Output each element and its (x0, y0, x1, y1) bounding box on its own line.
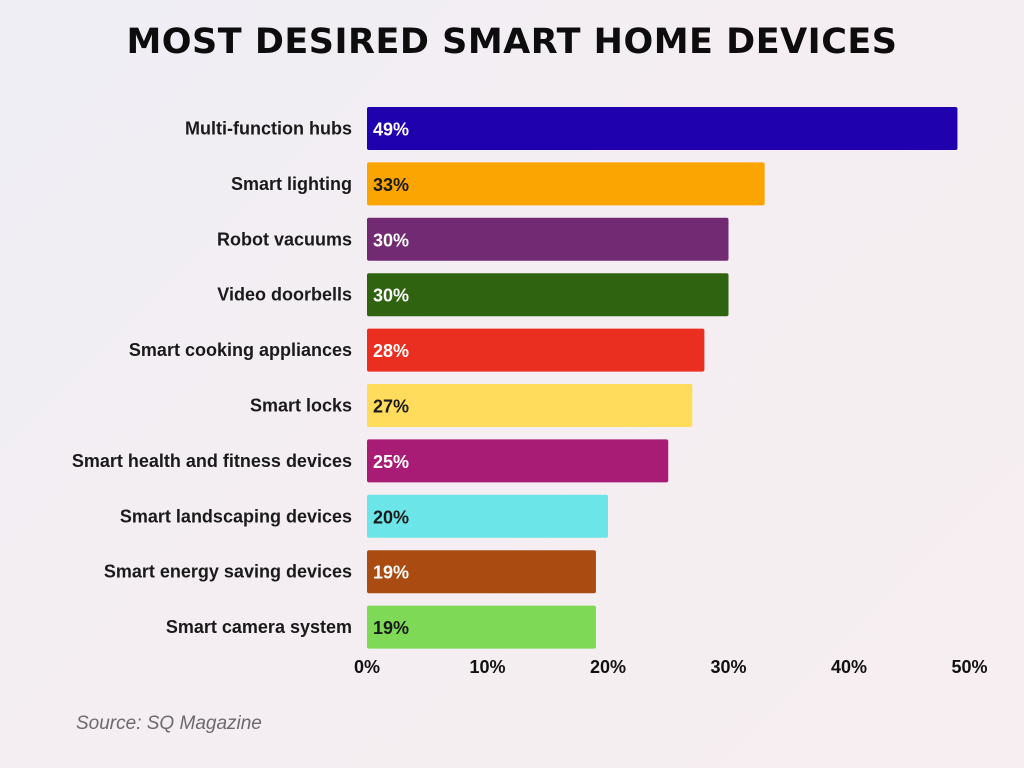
value-label: 33% (373, 175, 409, 195)
x-tick-label: 20% (590, 657, 626, 677)
source-note: Source: SQ Magazine (76, 713, 262, 734)
bar (367, 550, 596, 594)
x-tick-label: 10% (469, 657, 505, 677)
value-label: 49% (373, 120, 409, 140)
bar (367, 273, 729, 317)
bar (367, 107, 958, 150)
value-label: 25% (373, 452, 409, 472)
x-tick-label: 30% (710, 657, 746, 677)
bar (367, 439, 669, 483)
x-tick-label: 40% (831, 657, 867, 677)
bar (367, 162, 765, 206)
category-label: Smart camera system (166, 617, 352, 637)
bar (367, 605, 596, 649)
x-tick-label: 50% (951, 657, 987, 677)
category-label: Smart lighting (231, 174, 352, 194)
value-label: 28% (373, 341, 409, 361)
category-label: Smart locks (250, 396, 352, 416)
category-labels: Multi-function hubs Smart lighting Robot v… (72, 119, 352, 638)
category-label: Smart landscaping devices (120, 506, 352, 526)
category-label: Video doorbells (217, 285, 352, 305)
category-label: Smart cooking appliances (129, 340, 352, 360)
value-label: 30% (373, 230, 409, 250)
value-label: 27% (373, 397, 409, 417)
chart-title: MOST DESIRED SMART HOME DEVICES (126, 22, 898, 62)
category-label: Smart health and fitness devices (72, 451, 352, 471)
x-tick-label: 0% (354, 657, 380, 677)
category-label: Robot vacuums (217, 229, 352, 249)
value-label: 20% (373, 507, 409, 527)
bar (367, 217, 729, 261)
bar (367, 494, 608, 538)
value-labels: 49% 33% 30% 30% 28% 27% 25% 20% 19% 19% (373, 120, 409, 639)
value-label: 19% (373, 563, 409, 583)
category-label: Multi-function hubs (185, 119, 352, 139)
value-label: 19% (373, 618, 409, 638)
value-label: 30% (373, 286, 409, 306)
bar (367, 328, 705, 372)
category-label: Smart energy saving devices (104, 562, 352, 582)
x-axis-ticks: 0% 10% 20% 30% 40% 50% (354, 657, 988, 677)
bars-group (367, 107, 958, 649)
bar (367, 384, 693, 427)
